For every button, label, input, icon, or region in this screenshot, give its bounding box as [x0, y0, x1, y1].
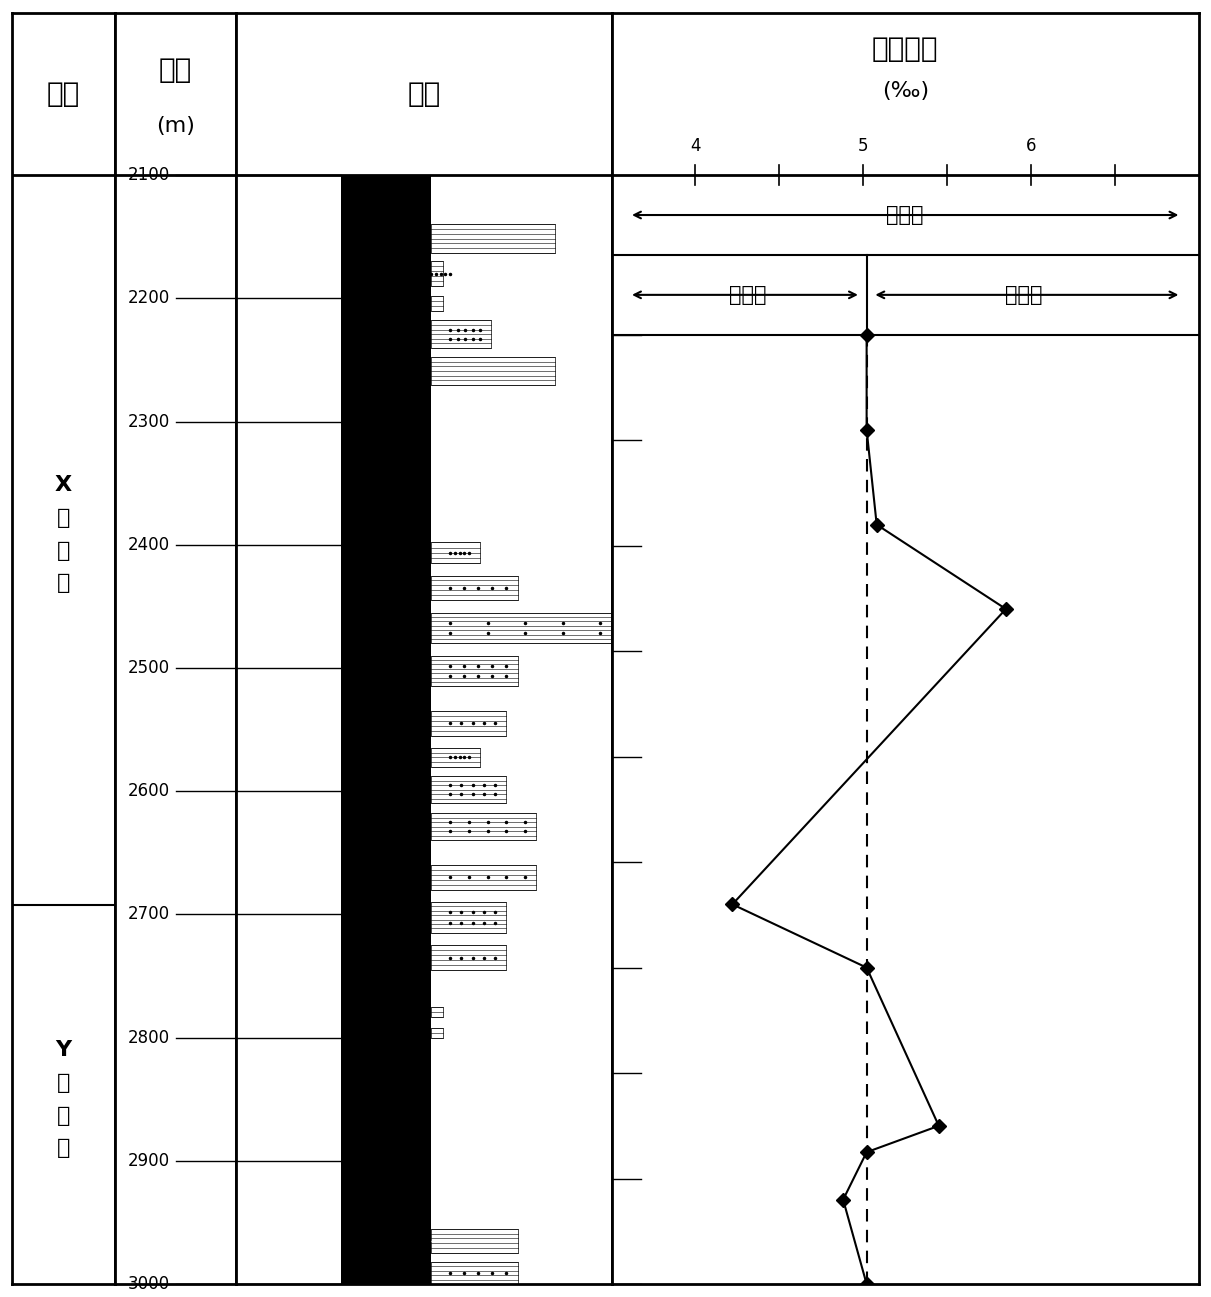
Bar — [431, 903, 506, 933]
Bar — [342, 1100, 431, 1112]
Bar — [342, 262, 431, 287]
Text: 2700: 2700 — [127, 905, 170, 923]
Bar — [342, 1154, 431, 1163]
Bar — [342, 253, 431, 262]
Text: 2400: 2400 — [127, 536, 170, 554]
Bar — [342, 1027, 431, 1038]
Bar — [342, 903, 431, 933]
Text: 2600: 2600 — [127, 782, 170, 800]
Bar — [342, 655, 431, 686]
Text: 6: 6 — [1026, 137, 1037, 154]
Text: 岩性: 岩性 — [407, 80, 441, 108]
Text: 2100: 2100 — [127, 166, 170, 184]
Bar — [342, 813, 431, 840]
Bar — [342, 1122, 431, 1134]
Bar — [342, 1228, 431, 1253]
Bar — [342, 296, 431, 311]
Bar — [431, 358, 555, 385]
Bar — [342, 803, 431, 813]
Bar — [342, 1208, 431, 1220]
Bar — [342, 348, 431, 358]
Text: 中盐水: 中盐水 — [1005, 285, 1043, 305]
Bar — [342, 563, 431, 576]
Bar — [431, 946, 506, 970]
Bar — [431, 1027, 443, 1038]
Bar — [342, 933, 431, 946]
Text: 2200: 2200 — [127, 289, 170, 307]
Bar — [342, 1006, 431, 1017]
Bar — [431, 711, 506, 735]
Text: (m): (m) — [156, 117, 195, 136]
Text: 2900: 2900 — [127, 1152, 170, 1170]
Bar — [342, 224, 431, 253]
Bar — [342, 767, 431, 777]
Bar — [342, 946, 431, 970]
Bar — [431, 542, 480, 563]
Text: (‰): (‰) — [882, 80, 929, 101]
Bar — [342, 711, 431, 735]
Text: X
组
下
段: X 组 下 段 — [54, 475, 73, 594]
Bar — [431, 224, 555, 253]
Bar — [342, 358, 431, 385]
Bar — [431, 655, 518, 686]
Bar — [342, 1220, 431, 1228]
Text: 地层: 地层 — [47, 80, 80, 108]
Bar — [342, 1038, 431, 1100]
Bar — [342, 1143, 431, 1154]
Bar — [342, 1196, 431, 1208]
Bar — [431, 1228, 518, 1253]
Text: 2800: 2800 — [127, 1029, 170, 1047]
Bar — [342, 1017, 431, 1027]
Bar — [431, 1006, 443, 1017]
Text: 4: 4 — [690, 137, 701, 154]
Bar — [342, 970, 431, 1006]
Text: 2300: 2300 — [127, 412, 170, 431]
Bar — [342, 287, 431, 296]
Bar — [342, 542, 431, 563]
Bar — [342, 1134, 431, 1143]
Text: 古盐度值: 古盐度值 — [872, 35, 939, 62]
Text: Y
组
上
段: Y 组 上 段 — [56, 1040, 71, 1158]
Bar — [342, 1183, 431, 1196]
Bar — [342, 311, 431, 320]
Text: 半咸水: 半咸水 — [886, 205, 924, 224]
Bar — [431, 320, 492, 348]
Text: 3000: 3000 — [127, 1275, 170, 1293]
Text: 深度: 深度 — [159, 56, 193, 84]
Bar — [342, 533, 431, 542]
Bar — [342, 643, 431, 656]
Bar — [342, 777, 431, 803]
Bar — [431, 262, 443, 287]
Bar — [342, 748, 431, 767]
Bar — [342, 865, 431, 890]
Bar — [342, 1253, 431, 1262]
Bar — [431, 296, 443, 311]
Bar — [342, 1175, 431, 1183]
Text: 5: 5 — [859, 137, 868, 154]
Bar — [342, 576, 431, 601]
Bar — [431, 1262, 518, 1284]
Bar — [431, 748, 480, 767]
Bar — [342, 1112, 431, 1122]
Bar — [342, 612, 431, 643]
Bar — [342, 686, 431, 711]
Bar — [342, 601, 431, 612]
Bar — [342, 840, 431, 865]
Bar — [342, 385, 431, 533]
Text: 少盐水: 少盐水 — [729, 285, 767, 305]
Bar — [431, 576, 518, 601]
Bar — [342, 890, 431, 903]
Bar — [431, 813, 536, 840]
Bar — [342, 735, 431, 748]
Bar — [431, 865, 536, 890]
Bar — [342, 1262, 431, 1284]
Bar — [342, 320, 431, 348]
Text: 2500: 2500 — [127, 659, 170, 677]
Bar — [431, 612, 612, 643]
Bar — [342, 1163, 431, 1175]
Bar — [431, 777, 506, 803]
Bar — [342, 175, 431, 224]
